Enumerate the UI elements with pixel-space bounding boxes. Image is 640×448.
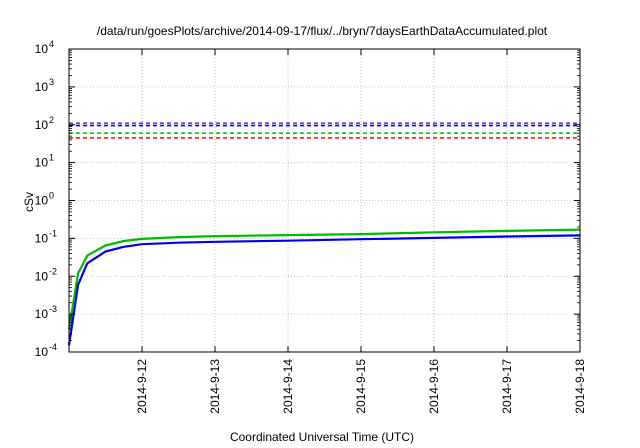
y-tick-exponent: -1 [49, 228, 57, 238]
chart-title: /data/run/goesPlots/archive/2014-09-17/f… [97, 24, 548, 38]
series-lines [67, 228, 581, 346]
x-axis-label: Coordinated Universal Time (UTC) [230, 430, 414, 444]
y-tick-label: 10 [35, 194, 49, 208]
y-tick-exponent: 0 [49, 191, 54, 201]
y-tick-label: 10 [35, 80, 49, 94]
x-tick-label: 2014-9-14 [281, 359, 295, 414]
y-tick-exponent: -3 [49, 304, 57, 314]
y-tick-exponent: 1 [49, 153, 54, 163]
y-tick-label: 10 [35, 118, 49, 132]
y-tick-exponent: 4 [49, 39, 54, 49]
x-tick-label: 2014-9-18 [573, 359, 587, 414]
y-tick-label: 10 [35, 231, 49, 245]
x-tick-label: 2014-9-15 [354, 359, 368, 414]
x-tick-label: 2014-9-17 [500, 359, 514, 414]
y-tick-label: 10 [35, 345, 49, 359]
y-tick-label: 10 [35, 269, 49, 283]
y-tick-label: 10 [35, 307, 49, 321]
threshold-lines [69, 122, 580, 139]
y-tick-exponent: 2 [49, 115, 54, 125]
series-line [67, 234, 581, 346]
x-tick-label: 2014-9-16 [427, 359, 441, 414]
y-tick-exponent: -2 [49, 266, 57, 276]
x-tick-label: 2014-9-12 [135, 359, 149, 414]
y-tick-label: 10 [35, 156, 49, 170]
y-tick-label: 10 [35, 42, 49, 56]
y-tick-exponent: 3 [49, 77, 54, 87]
y-axis-label: cSv [22, 192, 36, 212]
y-tick-exponent: -4 [49, 342, 57, 352]
series-line [67, 228, 581, 330]
grid [69, 49, 580, 352]
x-tick-label: 2014-9-13 [208, 359, 222, 414]
